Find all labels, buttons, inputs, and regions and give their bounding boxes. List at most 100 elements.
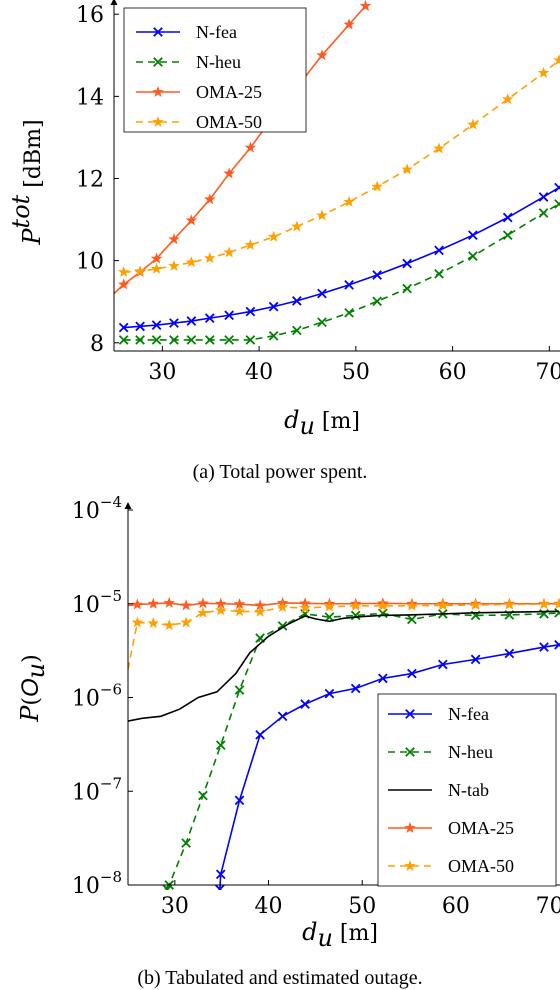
legend-marker <box>405 709 415 719</box>
data-point <box>503 598 516 610</box>
legend-marker <box>152 115 164 127</box>
series-n-fea <box>118 182 560 333</box>
data-point <box>223 167 235 179</box>
data-point <box>292 296 302 306</box>
data-point <box>292 325 302 336</box>
y-tick-label: 10−5 <box>72 587 122 618</box>
data-point <box>437 599 449 611</box>
data-point <box>135 335 145 345</box>
y-axis-label: P(Ou) <box>16 654 50 722</box>
data-point <box>538 192 549 202</box>
series-n-tab <box>128 610 560 722</box>
data-point <box>344 307 354 318</box>
legend-label: OMA-25 <box>196 82 262 102</box>
data-point <box>372 270 382 280</box>
series-oma-50 <box>117 54 560 278</box>
y-tick-label: 8 <box>90 332 104 357</box>
data-point <box>434 245 444 256</box>
y-axis-arrow <box>110 0 118 5</box>
data-point <box>215 869 226 880</box>
data-point <box>316 49 328 61</box>
legend-label: N-fea <box>196 22 237 42</box>
data-point <box>233 605 246 617</box>
data-point <box>554 199 560 209</box>
data-point <box>407 668 417 679</box>
legend: N-fea N-heu N-tab OMA-25 OMA-50 <box>377 693 557 887</box>
x-tick-label: 60 <box>439 360 467 385</box>
series-line <box>128 602 559 607</box>
data-point <box>359 0 372 11</box>
series-n-fea <box>214 639 560 890</box>
legend-marker <box>405 747 415 757</box>
data-point <box>267 230 280 242</box>
data-point <box>169 318 179 328</box>
data-point <box>224 335 234 345</box>
data-point <box>349 599 362 611</box>
y-tick-label: 10−6 <box>72 681 122 712</box>
data-point <box>554 607 560 618</box>
legend-label: OMA-50 <box>448 856 514 876</box>
x-tick-label: 30 <box>161 894 189 919</box>
y-tick-label: 14 <box>76 85 104 110</box>
data-point <box>468 230 478 241</box>
data-point <box>277 711 288 722</box>
legend-marker <box>153 57 163 67</box>
legend-entry: N-heu <box>136 52 241 72</box>
legend-label: N-heu <box>196 52 241 72</box>
data-point <box>350 683 361 694</box>
data-point <box>402 258 412 269</box>
legend-label: N-heu <box>448 742 493 762</box>
data-point <box>553 598 560 610</box>
data-point <box>407 614 417 625</box>
data-point <box>467 118 479 130</box>
data-point <box>204 313 215 323</box>
legend-label: N-fea <box>448 704 489 724</box>
legend-entry: N-tab <box>388 780 489 800</box>
chart-outage: 30 40 50 60 70 10−8 10−7 10−6 10−5 10−4 P(Ou) du … <box>16 493 560 989</box>
data-point <box>135 321 145 332</box>
data-point <box>203 252 216 264</box>
x-axis-label: du [m] <box>284 406 360 440</box>
legend-marker <box>404 821 416 833</box>
data-point <box>169 335 179 345</box>
x-tick-label: 40 <box>245 360 273 385</box>
data-point <box>324 688 335 699</box>
data-point <box>245 335 256 345</box>
data-point <box>197 606 209 618</box>
data-point <box>350 610 361 621</box>
data-point <box>186 335 197 345</box>
legend-entry: OMA-25 <box>388 818 514 838</box>
data-point <box>372 296 382 307</box>
legend-entry: N-fea <box>136 22 237 42</box>
x-tick-label: 70 <box>536 894 560 919</box>
legend-entry: N-heu <box>388 742 493 762</box>
data-point <box>198 790 208 801</box>
data-point <box>402 283 412 294</box>
data-point <box>223 246 235 258</box>
data-point <box>147 597 160 609</box>
data-point <box>401 163 413 175</box>
data-point <box>554 182 560 193</box>
series-n-heu <box>118 199 560 345</box>
legend: N-fea N-heu OMA-25 OMA-50 <box>123 7 307 133</box>
data-point <box>317 288 327 299</box>
data-point <box>538 208 549 218</box>
y-tick-label: 10 <box>76 250 104 275</box>
series-oma-50 <box>128 598 560 670</box>
series-line <box>166 612 560 890</box>
y-axis-label: Ptot [dBm] <box>7 119 46 245</box>
y-tick-label: 16 <box>76 3 104 28</box>
data-point <box>204 335 215 345</box>
data-point <box>276 601 289 613</box>
data-point <box>539 642 549 652</box>
data-point <box>168 259 180 271</box>
data-point <box>344 280 354 290</box>
data-point <box>268 330 279 341</box>
legend-label: N-tab <box>448 780 489 800</box>
data-point <box>185 256 198 268</box>
data-point <box>117 278 130 290</box>
series-oma-25 <box>128 596 560 611</box>
caption-a: (a) Total power spent. <box>193 461 368 483</box>
legend-label: OMA-25 <box>448 818 514 838</box>
